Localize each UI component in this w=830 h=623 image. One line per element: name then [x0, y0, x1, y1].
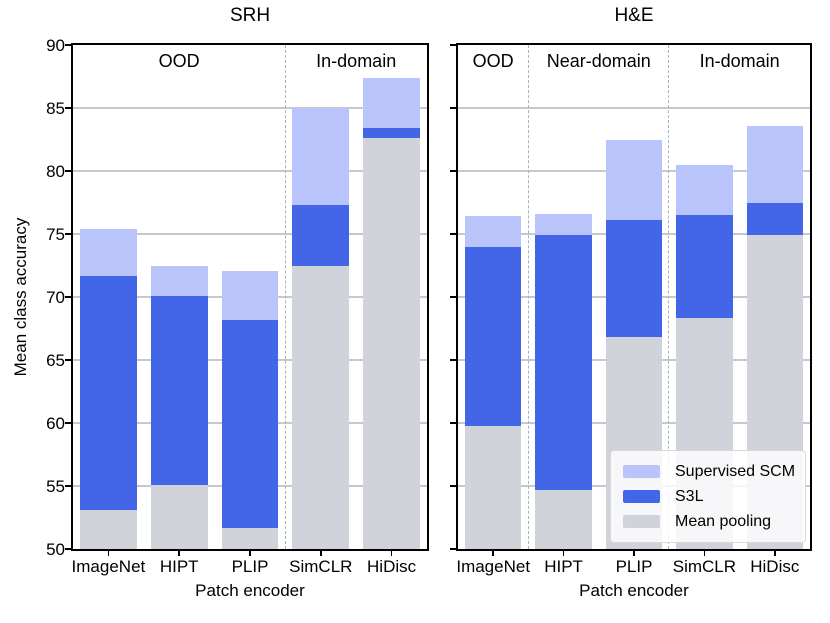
x-tick-simclr [703, 551, 706, 556]
x-tick-imagenet [107, 551, 110, 556]
y-tick-80 [450, 170, 456, 172]
x-tick-label-plip: PLIP [231, 557, 269, 576]
x-tick-label-simclr: SimCLR [289, 557, 353, 576]
y-tick-60 [450, 422, 456, 424]
gridline-85 [458, 107, 810, 109]
gridline-80 [73, 170, 427, 172]
bar-h-e-hipt-mean-pooling [535, 489, 592, 549]
h-e-panel: OOD Near-domain In-domain ImageNet HIPT PLIP S… [450, 43, 812, 576]
bar-h-e-imagenet-mean-pooling [465, 425, 522, 549]
legend-swatch-supervised-scm [623, 465, 660, 478]
y-tick-label-50: 50 [46, 539, 65, 559]
y-tick-65 [450, 359, 456, 361]
legend-item-mean-pooling: Mean pooling [623, 509, 793, 534]
x-tick-hidisc [390, 551, 393, 556]
srh-panel: OOD In-domain 50 55 60 65 70 75 80 85 90 ImageNet HI… [46, 36, 429, 576]
legend-swatch-s3l [623, 490, 660, 503]
bar-srh-simclr-mean-pooling [292, 265, 350, 549]
panel-title-h-e: H&E [614, 5, 654, 26]
y-tick-80 [65, 170, 71, 172]
y-tick-70 [65, 296, 71, 298]
x-tick-imagenet [492, 551, 494, 556]
section-separator [284, 45, 286, 549]
x-axis-label-h-e: Patch encoder [579, 581, 689, 600]
x-tick-label-plip: PLIP [615, 557, 653, 576]
y-tick-label-75: 75 [46, 224, 65, 244]
x-tick-plip [249, 551, 251, 556]
legend-item-s3l: S3L [623, 484, 793, 509]
y-tick-label-70: 70 [46, 287, 65, 307]
y-tick-70 [450, 296, 456, 298]
y-tick-label-85: 85 [46, 98, 65, 118]
bar-srh-imagenet-mean-pooling [80, 509, 137, 549]
legend-label-mean-pooling: Mean pooling [675, 512, 772, 530]
y-tick-90 [450, 44, 456, 46]
x-tick-plip [633, 551, 635, 556]
bar-srh-plip-mean-pooling [221, 527, 279, 549]
bar-srh-hidisc-mean-pooling [363, 138, 420, 549]
panel-title-srh: SRH [229, 5, 271, 26]
y-tick-label-80: 80 [46, 161, 65, 181]
y-tick-90 [65, 44, 71, 46]
y-tick-50 [450, 548, 456, 550]
section-separator [527, 45, 529, 549]
y-tick-55 [65, 485, 71, 487]
y-tick-85 [65, 107, 71, 109]
legend-label-supervised-scm: Supervised SCM [675, 462, 796, 480]
bar-srh-imagenet-s3l [80, 275, 137, 549]
x-tick-label-imagenet: ImageNet [71, 557, 146, 576]
y-tick-label-55: 55 [46, 476, 65, 496]
legend: Supervised SCM S3L Mean pooling [610, 450, 806, 543]
y-tick-label-60: 60 [46, 413, 65, 433]
legend-swatch-mean-pooling [623, 515, 660, 528]
y-tick-85 [450, 107, 456, 109]
x-tick-label-hidisc: HiDisc [750, 557, 800, 576]
x-tick-label-simclr: SimCLR [672, 557, 737, 576]
x-axis-label-srh: Patch encoder [195, 581, 305, 600]
section-label-ood: OOD [158, 51, 200, 71]
y-tick-75 [65, 233, 71, 235]
y-tick-75 [450, 233, 456, 235]
bar-srh-plip-s3l [221, 319, 279, 549]
y-tick-65 [65, 359, 71, 361]
x-tick-simclr [320, 551, 322, 556]
y-tick-label-65: 65 [46, 350, 65, 370]
x-tick-label-hipt: HIPT [159, 557, 199, 576]
section-separator [668, 45, 670, 549]
y-tick-60 [65, 422, 71, 424]
y-tick-50 [65, 548, 71, 550]
x-tick-label-hipt: HIPT [544, 557, 583, 576]
y-tick-55 [450, 485, 456, 487]
gridline-75 [73, 233, 427, 235]
section-label-ood: OOD [472, 51, 514, 71]
y-tick-label-90: 90 [46, 35, 65, 55]
x-tick-label-imagenet: ImageNet [456, 557, 531, 576]
x-tick-hipt [562, 551, 565, 556]
section-label-in-domain: In-domain [699, 51, 780, 71]
bar-srh-hipt-mean-pooling [150, 484, 208, 549]
x-tick-hipt [178, 551, 180, 556]
legend-item-supervised-scm: Supervised SCM [623, 459, 796, 484]
legend-label-s3l: S3L [675, 487, 704, 505]
x-tick-label-hidisc: HiDisc [367, 557, 417, 576]
section-label-near-domain: Near-domain [546, 51, 651, 71]
section-label-in-domain: In-domain [316, 51, 397, 71]
gridline-85 [73, 107, 427, 109]
x-tick-hidisc [774, 551, 776, 556]
